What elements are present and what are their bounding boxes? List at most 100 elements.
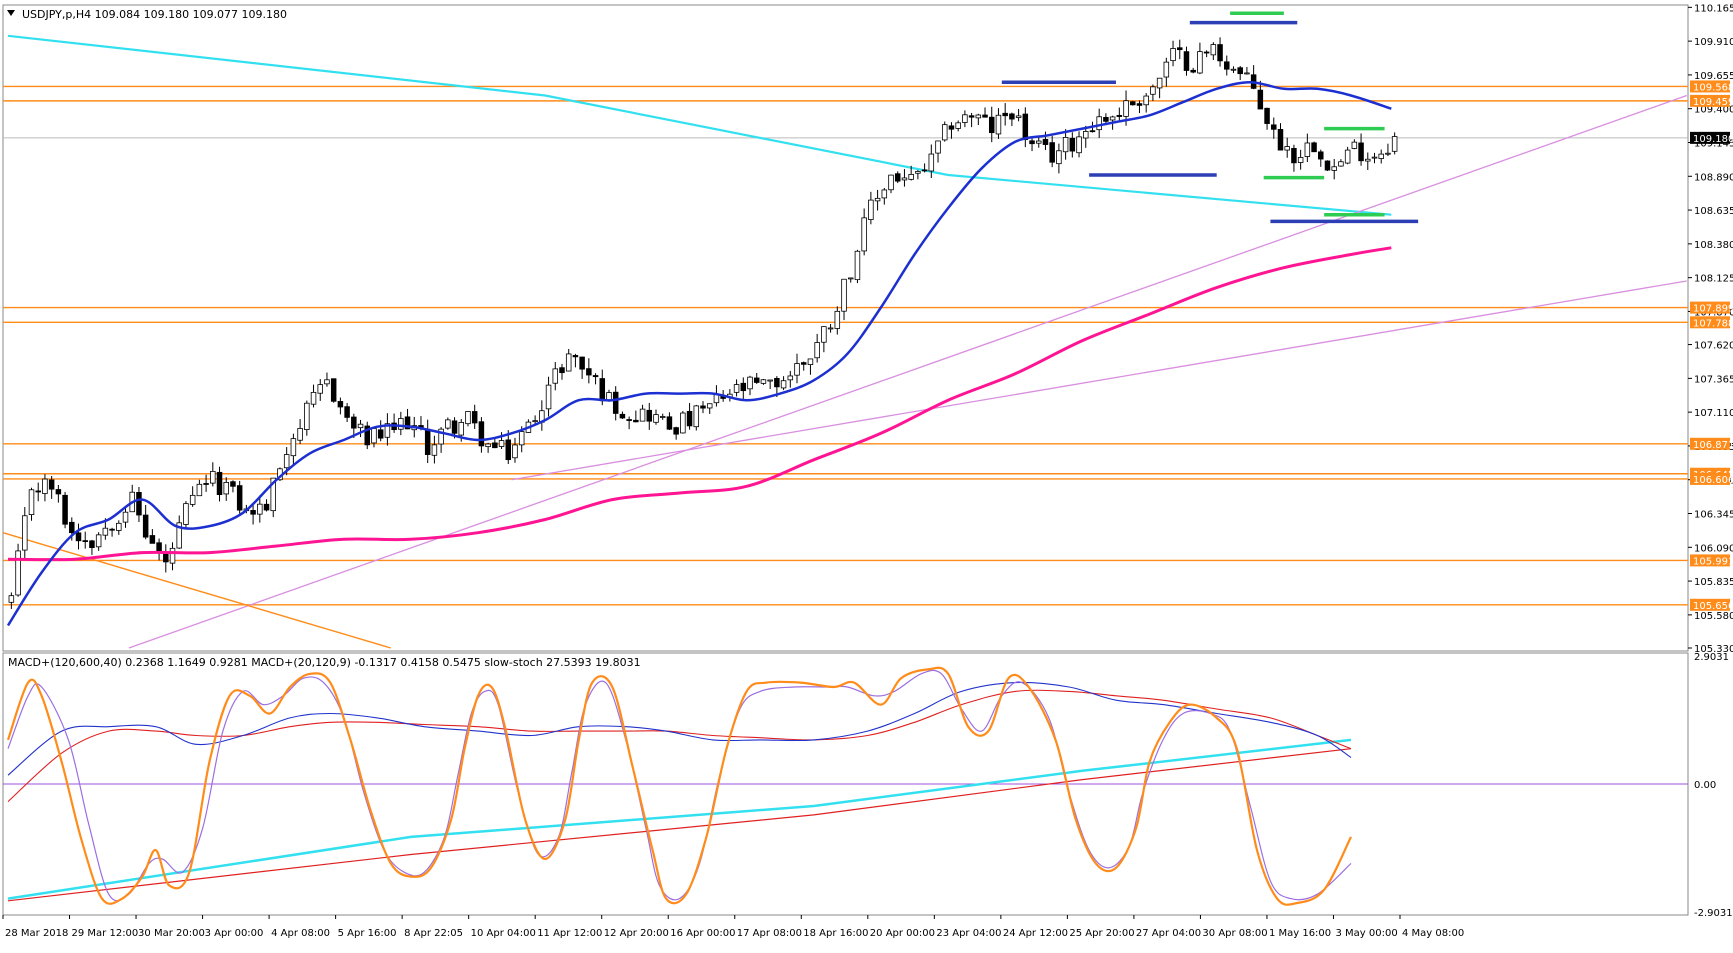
candle (821, 326, 827, 353)
candle-body (15, 550, 21, 596)
candle-body (250, 510, 256, 515)
candle-body (257, 503, 263, 515)
candle-body (1056, 150, 1062, 165)
candle (8, 592, 15, 610)
level-price-label: 107.899 (1693, 304, 1733, 315)
candle-body (518, 431, 525, 446)
candle (1237, 65, 1243, 81)
candle (921, 163, 928, 173)
candle-body (599, 378, 606, 402)
candle-body (995, 114, 1002, 135)
candle (995, 108, 1002, 139)
macd-line (7, 681, 1352, 776)
candle-body (915, 171, 921, 174)
candle (236, 480, 243, 514)
x-tick-label: 27 Apr 04:00 (1136, 928, 1201, 939)
candle (653, 409, 659, 425)
candle (196, 479, 203, 497)
y-tick-label: 107.620 (1694, 341, 1733, 352)
candle-body (854, 250, 861, 281)
candle-body (424, 428, 431, 455)
level-price-tag (1690, 80, 1730, 93)
candle-body (122, 511, 129, 523)
x-tick-label: 24 Apr 12:00 (1003, 928, 1068, 939)
candle-body (337, 401, 344, 408)
candle-body (351, 416, 357, 429)
collapse-triangle-icon[interactable] (7, 10, 15, 16)
candle (1297, 149, 1304, 170)
candle-body (559, 367, 565, 374)
candle-body (592, 375, 599, 378)
candle-body (1324, 160, 1331, 171)
candle-body (827, 327, 834, 330)
candle-body (1062, 137, 1069, 153)
level-price-label: 106.871 (1693, 440, 1733, 451)
x-tick-label: 3 May 00:00 (1335, 928, 1397, 939)
candle-body (586, 368, 592, 376)
candle-body (438, 428, 444, 445)
candle (948, 122, 955, 139)
candle-body (223, 482, 229, 495)
candle (169, 542, 176, 571)
candle-body (565, 353, 572, 372)
candle (55, 484, 62, 503)
candle (1143, 93, 1149, 113)
x-tick-label: 8 Apr 22:05 (404, 928, 463, 939)
candle (868, 191, 874, 225)
candle-body (1371, 156, 1378, 159)
candle-body (89, 540, 95, 548)
candle-body (1230, 68, 1237, 71)
candle-body (767, 379, 773, 382)
candle-body (1015, 115, 1022, 118)
candle-body (868, 199, 874, 220)
sub-y-tick-label: 0.00 (1694, 780, 1716, 791)
candle-body (1022, 113, 1029, 141)
candle (847, 277, 854, 283)
candle-body (572, 355, 579, 358)
candle-body (1237, 67, 1243, 75)
candle (552, 361, 559, 391)
candle-body (1143, 95, 1149, 106)
candle (1378, 149, 1384, 164)
x-tick-label: 17 Apr 08:00 (737, 928, 802, 939)
candle-body (1385, 152, 1391, 155)
candle (250, 504, 256, 525)
x-tick-label: 20 Apr 00:00 (870, 928, 935, 939)
candle (257, 495, 263, 523)
candle-body (109, 528, 115, 531)
candle (357, 419, 364, 438)
candle-body (35, 490, 41, 493)
candle-body (297, 428, 303, 441)
candle (1136, 100, 1143, 114)
candle (626, 416, 632, 430)
candle-body (1069, 137, 1076, 152)
level-price-label: 109.459 (1693, 97, 1733, 108)
candle-body (1311, 142, 1317, 153)
candle (263, 499, 270, 512)
candle (35, 482, 41, 502)
candle-body (310, 391, 317, 405)
candle (142, 504, 149, 540)
candle (1170, 40, 1176, 67)
candle-body (1089, 130, 1096, 133)
candle (384, 413, 391, 446)
candle (75, 523, 82, 550)
candle (646, 402, 653, 430)
candle-body (680, 412, 686, 434)
candle-body (431, 444, 438, 456)
level-price-label: 105.656 (1693, 601, 1733, 612)
candle-body (1203, 51, 1210, 54)
candle-body (552, 368, 559, 384)
candle-body (492, 442, 498, 449)
x-tick-label: 4 Apr 08:00 (271, 928, 330, 939)
candle-body (404, 416, 411, 430)
candle (1318, 149, 1324, 167)
candle (89, 539, 95, 555)
candle-body (941, 124, 948, 141)
candle-body (505, 439, 512, 461)
candle (747, 375, 753, 396)
candle-body (163, 552, 169, 563)
level-price-tag (1690, 94, 1730, 107)
candle-body (465, 411, 471, 425)
